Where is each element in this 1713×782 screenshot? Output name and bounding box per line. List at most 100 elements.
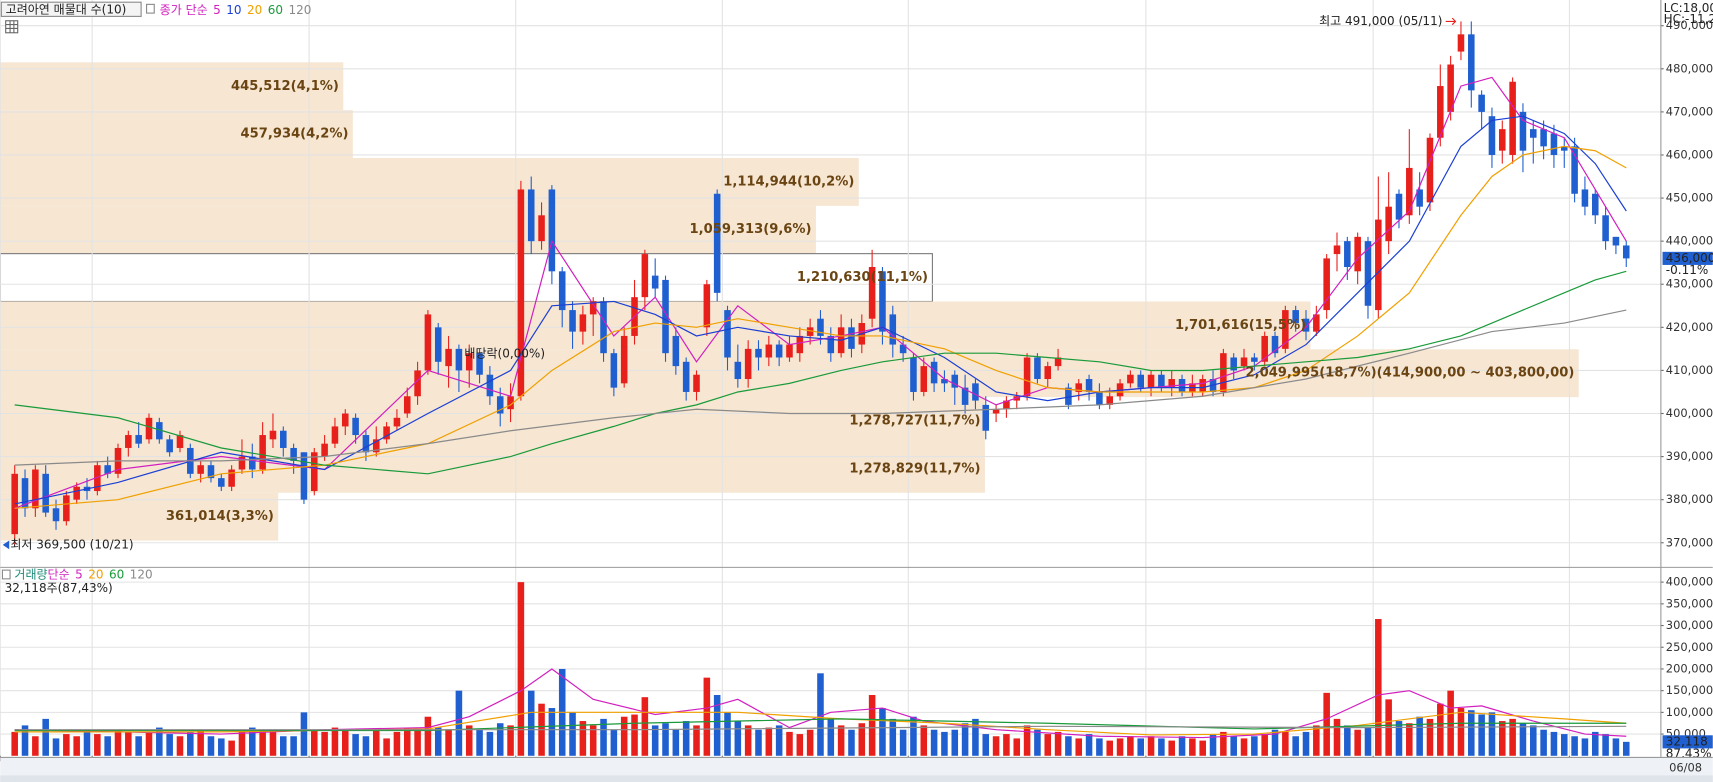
candle-body bbox=[1333, 245, 1341, 255]
volume-bar bbox=[569, 712, 576, 756]
volume-bar bbox=[1499, 721, 1506, 756]
volume-bar bbox=[796, 734, 804, 756]
volume-bar bbox=[403, 727, 411, 756]
volume-bar bbox=[1240, 738, 1248, 756]
y-tick-label: 410,000 bbox=[1666, 363, 1713, 377]
candle-body bbox=[848, 327, 855, 349]
legend-icon[interactable] bbox=[1, 569, 11, 580]
volume-bar bbox=[1292, 736, 1299, 756]
candle-body bbox=[1065, 387, 1072, 405]
candle-body bbox=[1344, 241, 1351, 268]
candle-body bbox=[589, 301, 597, 315]
volume-bar bbox=[693, 725, 700, 756]
volume-bar bbox=[1540, 729, 1547, 756]
volume-bar bbox=[1209, 734, 1217, 756]
candle-body bbox=[1147, 374, 1155, 388]
candle-body bbox=[930, 361, 938, 384]
volume-bar bbox=[311, 729, 318, 756]
volume-bar bbox=[930, 729, 938, 756]
volume-profile-label: 1,278,829(11,7%) bbox=[849, 461, 980, 476]
candle-body bbox=[1302, 318, 1310, 332]
volume-bar bbox=[713, 695, 721, 756]
volume-bar bbox=[300, 712, 308, 756]
labels-layer: 370,000 380,000 390,000 400,000 410,000 420,0… bbox=[2, 14, 1713, 774]
candle-body bbox=[238, 456, 246, 470]
volume-bar bbox=[765, 727, 773, 756]
candle-body bbox=[1096, 391, 1103, 405]
candle-body bbox=[1468, 34, 1475, 91]
legend-icon[interactable] bbox=[146, 3, 155, 14]
volume-bar bbox=[1137, 738, 1144, 756]
volume-bar bbox=[1313, 725, 1320, 756]
candle-body bbox=[1571, 146, 1578, 194]
volume-bar bbox=[827, 718, 835, 756]
candle-body bbox=[527, 189, 535, 242]
candle-body bbox=[135, 435, 142, 444]
candle-body bbox=[569, 310, 576, 332]
candle-body bbox=[1240, 357, 1248, 367]
volume-bar bbox=[868, 695, 876, 756]
candle-body bbox=[972, 383, 979, 401]
candle-body bbox=[941, 379, 948, 384]
volume-bar bbox=[1034, 729, 1041, 756]
scrollbar[interactable] bbox=[0, 775, 1713, 782]
volume-profile-label: 445,512(4,1%) bbox=[231, 79, 339, 94]
candle-body bbox=[693, 374, 700, 392]
volume-bar bbox=[1044, 734, 1052, 756]
candle-body bbox=[455, 348, 463, 371]
candle-body bbox=[176, 435, 184, 448]
candle-body bbox=[1054, 357, 1062, 367]
candle-body bbox=[1488, 116, 1496, 155]
volume-bar bbox=[321, 731, 328, 756]
candle-body bbox=[713, 193, 721, 293]
volume-bar bbox=[1333, 718, 1341, 756]
candle-body bbox=[1137, 374, 1144, 388]
title-box[interactable] bbox=[0, 1, 142, 17]
candle-body bbox=[1127, 374, 1134, 384]
volume-bar bbox=[1199, 740, 1206, 756]
candle-body bbox=[197, 465, 204, 474]
volume-bar bbox=[775, 725, 783, 756]
volume-bar bbox=[424, 716, 432, 756]
volume-bar bbox=[1271, 729, 1279, 756]
volume-profile-label: 1,210,630(11,1%) bbox=[797, 270, 928, 285]
volume-bar bbox=[755, 729, 762, 756]
volume-bar bbox=[496, 723, 504, 756]
volume-bar bbox=[1622, 741, 1630, 756]
candle-body bbox=[1261, 335, 1268, 362]
candle-body bbox=[517, 189, 525, 397]
volume-profile-label: 2,049,995(18,7%)(414,900,00 ~ 403,800,00… bbox=[1246, 366, 1575, 381]
volume-bar bbox=[910, 716, 917, 756]
volume-bar bbox=[703, 677, 711, 756]
candle-body bbox=[1075, 383, 1083, 392]
y-tick-label: 490,000 bbox=[1666, 18, 1713, 32]
last-volume-box bbox=[1662, 735, 1713, 749]
candle-body bbox=[476, 353, 483, 375]
marks-layer bbox=[11, 21, 1630, 756]
candle-body bbox=[744, 348, 752, 380]
candle-body bbox=[548, 189, 556, 272]
candle-body bbox=[1622, 245, 1630, 259]
candle-body bbox=[1034, 357, 1041, 380]
volume-bar bbox=[63, 734, 70, 756]
volume-bar bbox=[352, 734, 359, 756]
low-marker-label: 최저 369,500 (10/21) bbox=[10, 537, 133, 551]
candle-body bbox=[1220, 353, 1227, 392]
table-icon[interactable] bbox=[5, 20, 19, 34]
change-label: -0.11% bbox=[1666, 263, 1708, 277]
candle-body bbox=[868, 267, 876, 319]
volume-bar bbox=[259, 729, 266, 756]
volume-bar bbox=[662, 723, 669, 756]
candle-body bbox=[1354, 236, 1361, 272]
moving-average-line bbox=[14, 115, 1627, 505]
y-tick-label: 250,000 bbox=[1666, 640, 1713, 654]
candle-body bbox=[786, 344, 793, 358]
volume-bar bbox=[992, 736, 1000, 756]
volume-bar bbox=[724, 712, 731, 756]
candle-body bbox=[486, 374, 494, 397]
volume-bar bbox=[1282, 731, 1289, 756]
volume-bar bbox=[1003, 734, 1010, 756]
candle-body bbox=[507, 396, 514, 410]
volume-bar bbox=[114, 729, 122, 756]
volume-profile-band bbox=[0, 62, 344, 111]
